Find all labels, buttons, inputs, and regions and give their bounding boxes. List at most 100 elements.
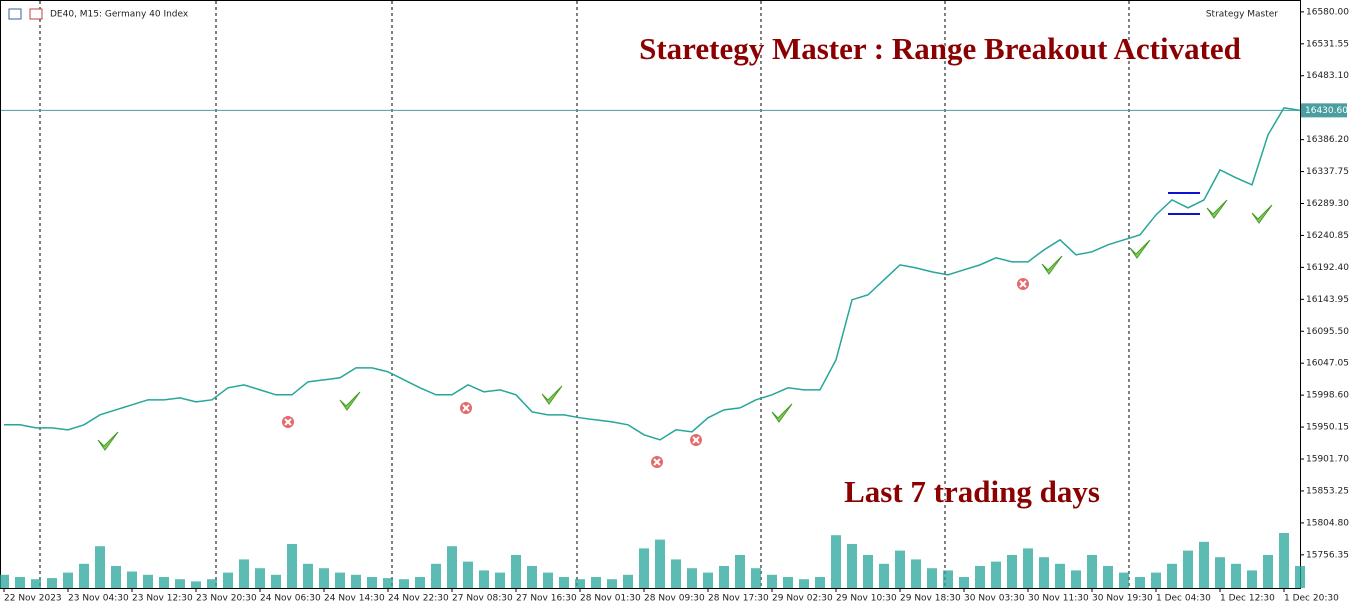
x-tick-label: 30 Nov 03:30 <box>964 594 1025 604</box>
volume-bar <box>79 563 89 588</box>
volume-bar <box>527 566 537 588</box>
indicator-name: Strategy Master <box>1206 10 1278 20</box>
volume-bar <box>1071 570 1081 588</box>
volume-bar <box>1103 566 1113 588</box>
y-tick-label: 15853.25 <box>1306 486 1349 496</box>
y-tick-label: 16289.30 <box>1306 199 1349 209</box>
chart-title: Staretegy Master : Range Breakout Activa… <box>639 31 1241 66</box>
volume-bar <box>1087 555 1097 588</box>
volume-bar <box>159 577 169 588</box>
volume-bar <box>495 572 505 588</box>
volume-bar <box>639 548 649 588</box>
y-tick-label: 15901.70 <box>1306 455 1349 465</box>
current-price-box <box>1301 103 1347 118</box>
volume-bar <box>479 570 489 588</box>
volume-bar <box>399 579 409 588</box>
volume-bar <box>111 566 121 588</box>
volume-bar <box>47 578 57 588</box>
x-tick-label: 27 Nov 08:30 <box>452 594 513 604</box>
volume-bar <box>751 568 761 588</box>
volume-bar <box>335 572 345 588</box>
volume-bar <box>671 559 681 588</box>
volume-bar <box>1199 541 1209 588</box>
volume-bar <box>1183 550 1193 588</box>
x-tick-label: 29 Nov 18:30 <box>900 594 961 604</box>
volume-bar <box>207 579 217 588</box>
volume-bar <box>799 579 809 588</box>
volume-bar <box>239 559 249 588</box>
volume-bar <box>1279 533 1289 588</box>
volume-bar <box>1295 566 1305 588</box>
price-line <box>4 107 1301 441</box>
volume-bar <box>975 566 985 588</box>
volume-bar <box>1151 572 1161 588</box>
volume-bar <box>911 559 921 588</box>
volume-bar <box>943 570 953 588</box>
volume-bar <box>927 568 937 588</box>
y-tick-label: 16095.50 <box>1306 327 1349 337</box>
volume-bar <box>655 539 665 588</box>
x-tick-label: 30 Nov 11:30 <box>1028 594 1089 604</box>
volume-bar <box>143 574 153 588</box>
y-tick-label: 16386.20 <box>1306 135 1349 145</box>
day-separators <box>39 1 1130 588</box>
volume-bar <box>575 579 585 588</box>
volume-bar <box>1231 563 1241 588</box>
volume-bar <box>271 574 281 588</box>
volume-bar <box>959 577 969 588</box>
x-tick-label: 29 Nov 10:30 <box>836 594 897 604</box>
x-tick-label: 29 Nov 02:30 <box>772 594 833 604</box>
volume-bar <box>687 568 697 588</box>
volume-bar <box>831 535 841 588</box>
volume-bar <box>767 574 777 588</box>
volume-bar <box>847 544 857 588</box>
volume-bar <box>1135 577 1145 588</box>
volume-bar <box>607 579 617 588</box>
y-tick-label: 16337.75 <box>1306 167 1349 177</box>
y-tick-label: 16531.55 <box>1306 39 1349 49</box>
volume-bar <box>1007 555 1017 588</box>
volume-bar <box>15 577 25 588</box>
x-tick-label: 22 Nov 2023 <box>4 594 62 604</box>
header-icons <box>8 8 43 20</box>
y-tick-label: 15804.80 <box>1306 518 1349 528</box>
x-tick-label: 27 Nov 16:30 <box>516 594 577 604</box>
symbol-header: DE40, M15: Germany 40 Index <box>50 10 189 20</box>
volume-bar <box>879 563 889 588</box>
y-tick-label: 16047.05 <box>1306 359 1349 369</box>
volume-bar <box>367 577 377 588</box>
x-tick-label: 28 Nov 01:30 <box>580 594 641 604</box>
y-tick-label: 16143.95 <box>1306 295 1349 305</box>
volume-bar <box>223 572 233 588</box>
volume-bar <box>1215 557 1225 588</box>
y-tick-label: 16483.10 <box>1306 71 1349 81</box>
volume-bar <box>783 577 793 588</box>
y-tick-label: 15756.35 <box>1306 550 1349 560</box>
x-tick-label: 24 Nov 14:30 <box>324 594 385 604</box>
volume-bar <box>1247 570 1257 588</box>
volume-bar <box>1119 572 1129 588</box>
x-tick-label: 1 Dec 04:30 <box>1156 594 1211 604</box>
range-box <box>1168 192 1200 215</box>
volume-bar <box>127 571 137 588</box>
plot-area <box>0 0 1301 589</box>
current-price-label: 16430.60 <box>1305 106 1348 116</box>
volume-bar <box>1167 563 1177 588</box>
y-tick-label: 16240.85 <box>1306 231 1349 241</box>
volume-bar <box>447 546 457 588</box>
volume-bar <box>559 577 569 588</box>
volume-bars <box>0 533 1305 588</box>
volume-bar <box>175 579 185 588</box>
volume-bar <box>991 561 1001 588</box>
volume-bar <box>31 579 41 588</box>
volume-bar <box>63 572 73 588</box>
volume-bar <box>287 544 297 588</box>
volume-bar <box>255 568 265 588</box>
annotation: Last 7 trading days <box>844 474 1100 509</box>
volume-bar <box>863 555 873 588</box>
x-tick-label: 23 Nov 04:30 <box>68 594 129 604</box>
x-tick-label: 28 Nov 09:30 <box>644 594 705 604</box>
y-tick-label: 16192.40 <box>1306 263 1349 273</box>
volume-bar <box>511 555 521 588</box>
volume-bar <box>735 555 745 588</box>
